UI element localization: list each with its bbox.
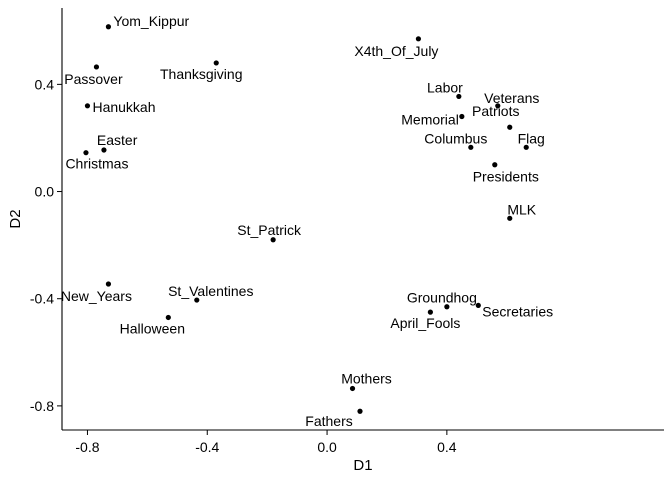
- point-new-years: [105, 281, 112, 287]
- label-secretaries: Secretaries: [482, 303, 553, 319]
- data-points: [83, 24, 529, 414]
- point-st-valentines: [194, 297, 200, 303]
- label-x4th-of-july: X4th_Of_July: [354, 43, 438, 59]
- label-veterans: Veterans: [484, 90, 539, 106]
- point-patriots: [507, 124, 513, 130]
- point-passover: [93, 64, 100, 70]
- label-columbus: Columbus: [424, 130, 487, 146]
- x-axis-ticks: -0.8 -0.4 0.0 0.4: [75, 430, 457, 455]
- y-axis-ticks: -0.8 -0.4 0.0 0.4: [30, 76, 62, 414]
- y-tick-label: -0.4: [30, 291, 54, 307]
- label-mothers: Mothers: [341, 370, 392, 386]
- point-veterans: [495, 103, 501, 109]
- label-yom-kippur: Yom_Kippur: [113, 13, 189, 29]
- point-easter: [101, 147, 107, 153]
- point-presidents: [492, 162, 498, 168]
- label-easter: Easter: [97, 132, 138, 148]
- x-tick-label: 0.0: [317, 439, 337, 455]
- point-yom-kippur: [105, 24, 112, 30]
- label-christmas: Christmas: [65, 156, 128, 172]
- point-st-patrick: [270, 237, 276, 243]
- point-mothers: [349, 385, 356, 392]
- label-halloween: Halloween: [120, 320, 185, 336]
- point-halloween: [165, 314, 171, 321]
- label-new-years: New_Years: [61, 288, 132, 304]
- point-memorial: [459, 113, 465, 120]
- point-secretaries: [475, 302, 481, 309]
- label-st-patrick: St_Patrick: [237, 222, 302, 238]
- point-x4th-of-july: [415, 36, 422, 42]
- label-memorial: Memorial: [401, 112, 459, 128]
- label-presidents: Presidents: [473, 169, 539, 185]
- point-columbus: [468, 144, 474, 150]
- label-april-fools: April_Fools: [390, 315, 460, 331]
- y-tick-label: 0.4: [35, 76, 55, 92]
- point-labels: Yom_Kippur X4th_Of_July Thanksgiving Passov…: [61, 13, 553, 429]
- label-groundhog: Groundhog: [407, 290, 477, 306]
- label-st-valentines: St_Valentines: [168, 283, 253, 299]
- point-groundhog: [444, 304, 450, 310]
- label-fathers: Fathers: [305, 413, 352, 429]
- point-flag: [523, 144, 529, 150]
- x-tick-label: -0.4: [195, 439, 219, 455]
- label-thanksgiving: Thanksgiving: [160, 66, 243, 82]
- point-mlk: [507, 215, 513, 221]
- point-labor: [456, 93, 462, 100]
- label-passover: Passover: [64, 71, 123, 87]
- point-christmas: [83, 150, 89, 156]
- y-tick-label: -0.8: [30, 398, 54, 414]
- point-thanksgiving: [213, 60, 219, 66]
- x-tick-label: 0.4: [437, 439, 457, 455]
- y-axis-title: D2: [7, 209, 24, 228]
- point-fathers: [357, 408, 363, 414]
- label-flag: Flag: [518, 130, 545, 146]
- x-axis-title: D1: [353, 457, 372, 474]
- point-hanukkah: [84, 103, 91, 109]
- label-hanukkah: Hanukkah: [92, 99, 155, 115]
- point-april-fools: [427, 309, 433, 315]
- label-labor: Labor: [427, 79, 463, 95]
- label-patriots: Patriots: [472, 103, 519, 119]
- y-tick-label: 0.0: [35, 184, 55, 200]
- x-tick-label: -0.8: [75, 439, 99, 455]
- label-mlk: MLK: [507, 201, 536, 217]
